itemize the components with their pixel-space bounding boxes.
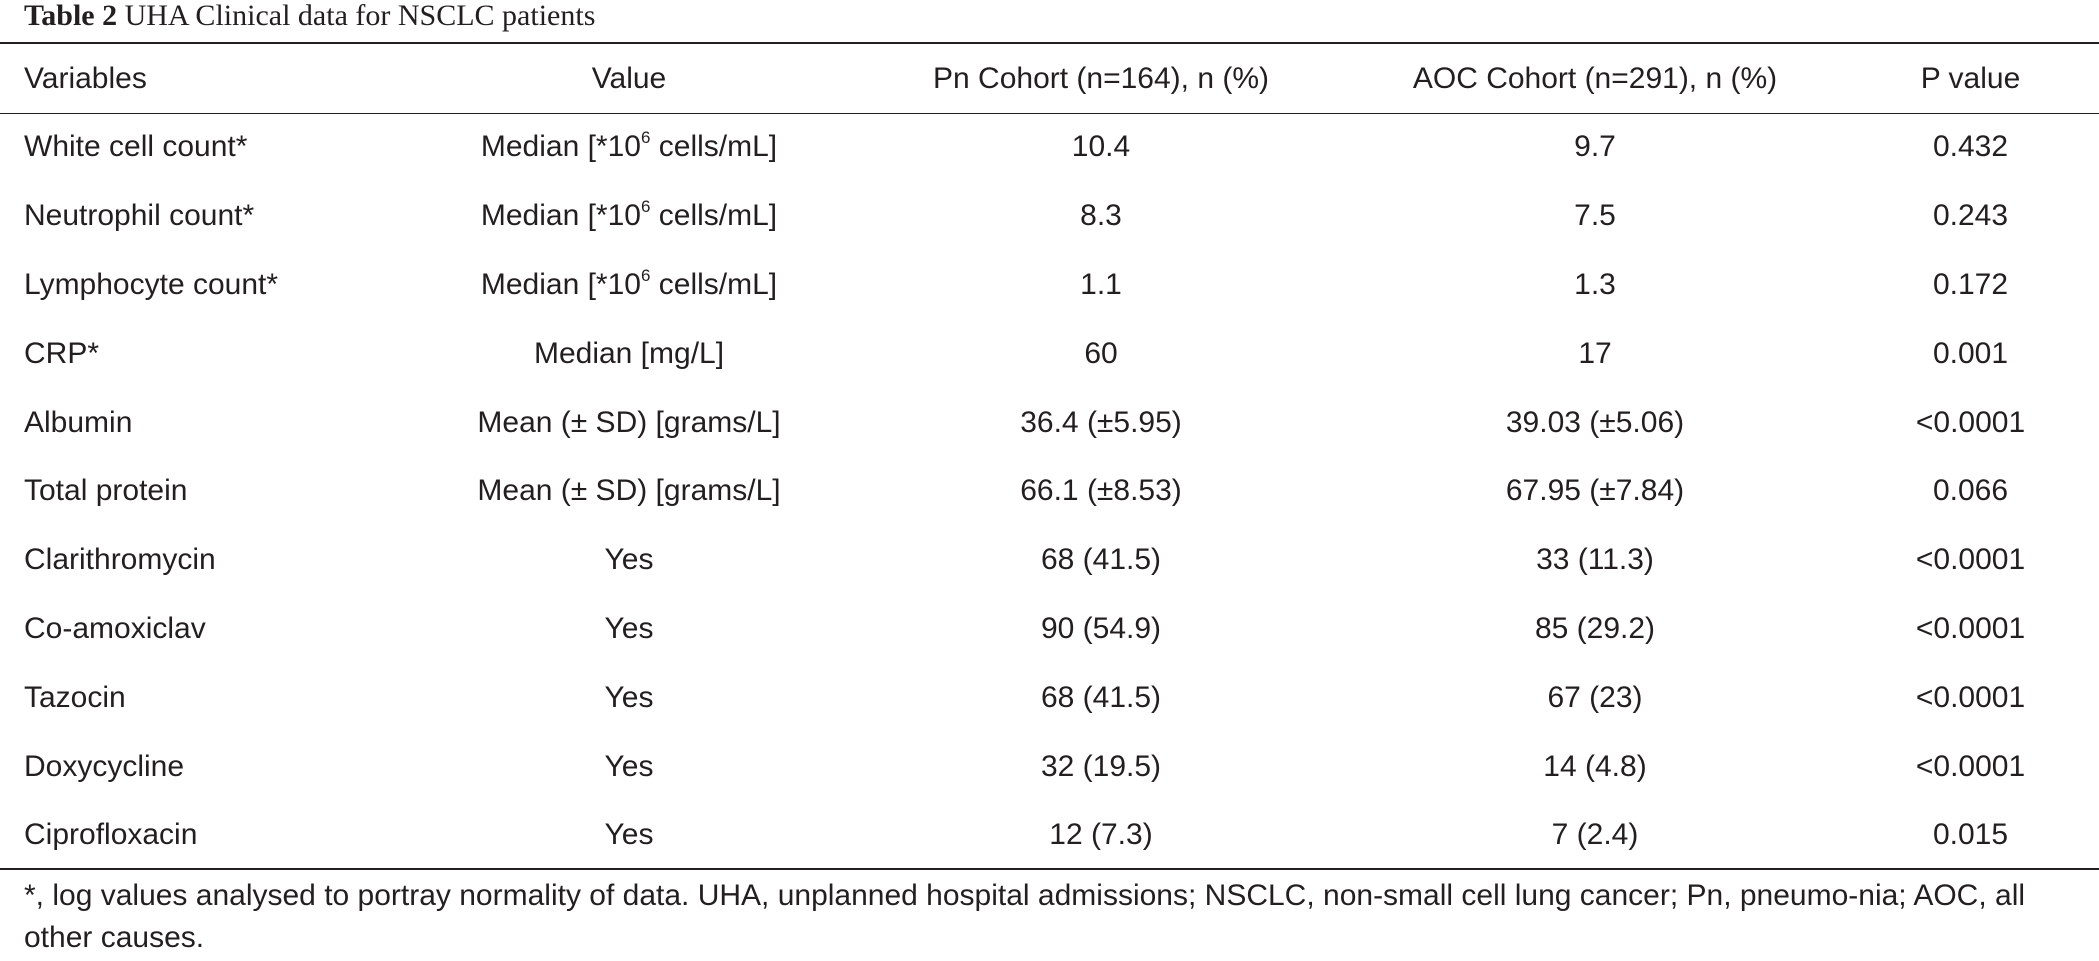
cell-pn-cohort: 10.4 — [1071, 130, 1131, 164]
cell-aoc-cohort: 7 (2.4) — [1551, 818, 1639, 852]
cell-aoc-cohort: 17 — [1578, 336, 1612, 370]
cell-value: Yes — [404, 663, 854, 732]
table-row: Neutrophil count* Median [*106 cells/mL] 8… — [0, 182, 2099, 251]
cell-aoc-cohort: 14 (4.8) — [1543, 749, 1647, 783]
cell-value-unit: cells/mL] — [650, 130, 778, 164]
cell-value-text: Mean (± SD) [grams/L] — [477, 405, 781, 439]
cell-variable: CRP* — [24, 336, 100, 370]
header-aoc-cohort: AOC Cohort (n=291), n (%) — [1412, 61, 1778, 95]
cell-value-text: Yes — [604, 611, 654, 645]
cell-p-value: <0.0001 — [1915, 749, 2026, 783]
cell-variable: Tazocin — [24, 680, 126, 714]
cell-value: Yes — [404, 732, 854, 801]
cell-value: Mean (± SD) [grams/L] — [404, 457, 854, 526]
cell-pn-cohort: 8.3 — [1080, 199, 1122, 233]
table-caption: Table 2 UHA Clinical data for NSCLC pati… — [24, 0, 595, 32]
cell-value-unit: cells/mL] — [650, 199, 778, 233]
clinical-data-table: Variables Value Pn Cohort (n=164), n (%)… — [0, 44, 2099, 870]
cell-p-value: <0.0001 — [1915, 611, 2026, 645]
cell-pn-cohort: 32 (19.5) — [1040, 749, 1162, 783]
cell-value-text: Yes — [604, 543, 654, 577]
table-row: Lymphocyte count* Median [*106 cells/mL] 1… — [0, 251, 2099, 320]
table-row: Doxycycline Yes 32 (19.5) 14 (4.8) <0.0001 — [0, 732, 2099, 801]
table-row: CRP* Median [mg/L] 60 17 0.001 — [0, 319, 2099, 388]
header-p-value: P value — [1920, 61, 2021, 95]
cell-p-value: 0.243 — [1932, 199, 2009, 233]
cell-value-text: Median [*10 — [480, 130, 641, 164]
cell-aoc-cohort: 9.7 — [1574, 130, 1616, 164]
cell-aoc-cohort: 1.3 — [1574, 267, 1616, 301]
cell-value-text: Yes — [604, 680, 654, 714]
cell-p-value: 0.001 — [1932, 336, 2009, 370]
cell-pn-cohort: 1.1 — [1080, 267, 1122, 301]
cell-pn-cohort: 36.4 (±5.95) — [1020, 405, 1182, 439]
cell-value: Median [*106 cells/mL] — [404, 182, 854, 251]
cell-value: Mean (± SD) [grams/L] — [404, 388, 854, 457]
cell-value-text: Median [*10 — [480, 199, 641, 233]
cell-pn-cohort: 68 (41.5) — [1040, 543, 1162, 577]
cell-value-text: Yes — [604, 749, 654, 783]
cell-aoc-cohort: 67.95 (±7.84) — [1505, 474, 1685, 508]
cell-p-value: <0.0001 — [1915, 543, 2026, 577]
table-row: Total protein Mean (± SD) [grams/L] 66.1 (… — [0, 457, 2099, 526]
table-footnote: *, log values analysed to portray normal… — [24, 879, 2026, 954]
cell-p-value: <0.0001 — [1915, 680, 2026, 714]
cell-value-exponent: 6 — [640, 265, 651, 285]
table-row: Co-amoxiclav Yes 90 (54.9) 85 (29.2) <0.0001 — [0, 595, 2099, 664]
top-rule — [0, 42, 2099, 44]
table-row: White cell count* Median [*106 cells/mL] 1… — [0, 113, 2099, 182]
cell-pn-cohort: 12 (7.3) — [1049, 818, 1153, 852]
cell-variable: White cell count* — [24, 130, 248, 164]
cell-value: Median [mg/L] — [404, 319, 854, 388]
cell-aoc-cohort: 67 (23) — [1547, 680, 1643, 714]
cell-p-value: 0.066 — [1932, 474, 2009, 508]
cell-variable: Lymphocyte count* — [24, 267, 279, 301]
header-variables: Variables — [24, 61, 147, 95]
cell-value-exponent: 6 — [640, 197, 651, 217]
table-row: Ciprofloxacin Yes 12 (7.3) 7 (2.4) 0.015 — [0, 801, 2099, 870]
cell-value: Median [*106 cells/mL] — [404, 113, 854, 182]
cell-value-exponent: 6 — [640, 128, 651, 148]
cell-pn-cohort: 66.1 (±8.53) — [1020, 474, 1182, 508]
cell-value: Yes — [404, 801, 854, 870]
cell-value-text: Median [*10 — [480, 267, 641, 301]
cell-pn-cohort: 68 (41.5) — [1040, 680, 1162, 714]
cell-aoc-cohort: 7.5 — [1574, 199, 1616, 233]
cell-p-value: <0.0001 — [1915, 405, 2026, 439]
cell-p-value: 0.172 — [1932, 267, 2009, 301]
header-value: Value — [591, 61, 667, 95]
cell-variable: Total protein — [24, 474, 188, 508]
cell-p-value: 0.432 — [1932, 130, 2009, 164]
table-row: Clarithromycin Yes 68 (41.5) 33 (11.3) <0.00… — [0, 526, 2099, 595]
cell-value-text: Median [mg/L] — [533, 336, 725, 370]
cell-variable: Ciprofloxacin — [24, 818, 198, 852]
cell-aoc-cohort: 33 (11.3) — [1536, 543, 1654, 577]
cell-value-unit: cells/mL] — [650, 267, 778, 301]
cell-variable: Clarithromycin — [24, 543, 216, 577]
cell-aoc-cohort: 39.03 (±5.06) — [1505, 405, 1685, 439]
cell-variable: Neutrophil count* — [24, 199, 255, 233]
cell-variable: Albumin — [24, 405, 133, 439]
table-row: Albumin Mean (± SD) [grams/L] 36.4 (±5.95)… — [0, 388, 2099, 457]
table-caption-title: UHA Clinical data for NSCLC patients — [124, 0, 596, 32]
cell-value: Yes — [404, 526, 854, 595]
table-caption-label: Table 2 — [24, 0, 118, 32]
cell-aoc-cohort: 85 (29.2) — [1534, 611, 1656, 645]
cell-value: Median [*106 cells/mL] — [404, 251, 854, 320]
cell-p-value: 0.015 — [1932, 818, 2009, 852]
cell-value-text: Mean (± SD) [grams/L] — [477, 474, 781, 508]
cell-variable: Co-amoxiclav — [24, 611, 206, 645]
cell-value: Yes — [404, 595, 854, 664]
bottom-rule — [0, 868, 2099, 870]
header-pn-cohort: Pn Cohort (n=164), n (%) — [933, 61, 1269, 95]
cell-pn-cohort: 60 — [1084, 336, 1118, 370]
cell-variable: Doxycycline — [24, 749, 185, 783]
cell-value-text: Yes — [604, 818, 654, 852]
cell-pn-cohort: 90 (54.9) — [1040, 611, 1162, 645]
table-row: Tazocin Yes 68 (41.5) 67 (23) <0.0001 — [0, 663, 2099, 732]
header-rule — [0, 113, 2099, 114]
table-body: White cell count* Median [*106 cells/mL] 1… — [0, 113, 2099, 870]
table-header-row: Variables Value Pn Cohort (n=164), n (%)… — [0, 44, 2099, 113]
